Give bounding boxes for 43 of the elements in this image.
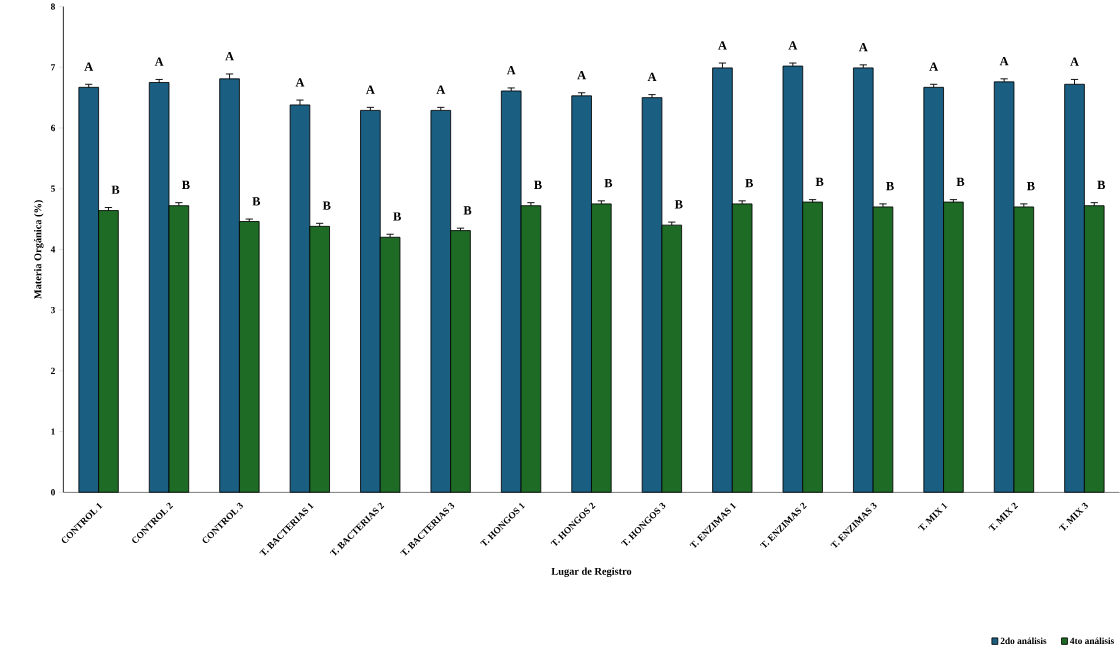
y-tick-label: 7 bbox=[51, 64, 56, 71]
annotation: A bbox=[788, 41, 798, 50]
y-tick-label: 1 bbox=[51, 428, 55, 435]
annotation: B bbox=[181, 181, 190, 190]
annotation: A bbox=[506, 66, 516, 75]
annotation: A bbox=[577, 71, 587, 80]
legend-label: 4to análisis bbox=[1070, 637, 1114, 645]
annotation: B bbox=[886, 182, 894, 191]
annotation: B bbox=[815, 178, 824, 187]
annotation: A bbox=[999, 57, 1009, 66]
annotation: B bbox=[745, 179, 754, 188]
y-tick-label: 4 bbox=[50, 246, 56, 253]
annotation: B bbox=[111, 185, 120, 195]
y-tick-label: 5 bbox=[51, 185, 55, 193]
annotation: B bbox=[463, 206, 472, 215]
annotation: A bbox=[84, 62, 94, 71]
x-axis-title: Lugar de Registro bbox=[551, 567, 632, 578]
annotation: B bbox=[1026, 182, 1035, 191]
annotation: A bbox=[366, 85, 375, 94]
annotation: B bbox=[534, 181, 542, 190]
annotation: A bbox=[154, 57, 164, 66]
annotation: B bbox=[393, 212, 401, 221]
annotation: B bbox=[1097, 181, 1106, 190]
y-tick-label: 6 bbox=[50, 125, 56, 132]
annotation: B bbox=[322, 201, 331, 210]
annotation: A bbox=[929, 62, 939, 71]
y-tick-label: 8 bbox=[50, 3, 55, 10]
annotation: A bbox=[718, 41, 727, 50]
legend-label: 2do análisis bbox=[1000, 637, 1047, 645]
annotation: B bbox=[674, 200, 683, 209]
annotation: B bbox=[252, 197, 261, 206]
annotation: A bbox=[647, 72, 657, 82]
annotation: A bbox=[858, 43, 868, 52]
y-tick-label: 2 bbox=[51, 367, 55, 375]
annotation: A bbox=[436, 85, 446, 94]
y-axis-title: Materia Orgánica (%) bbox=[34, 200, 44, 300]
annotation: B bbox=[956, 178, 965, 187]
y-tick-label: 3 bbox=[51, 307, 55, 314]
annotation: A bbox=[295, 78, 305, 87]
y-tick-label: 0 bbox=[51, 489, 55, 496]
annotation: A bbox=[1070, 57, 1079, 66]
annotation: B bbox=[604, 179, 613, 188]
annotation: A bbox=[225, 52, 234, 61]
